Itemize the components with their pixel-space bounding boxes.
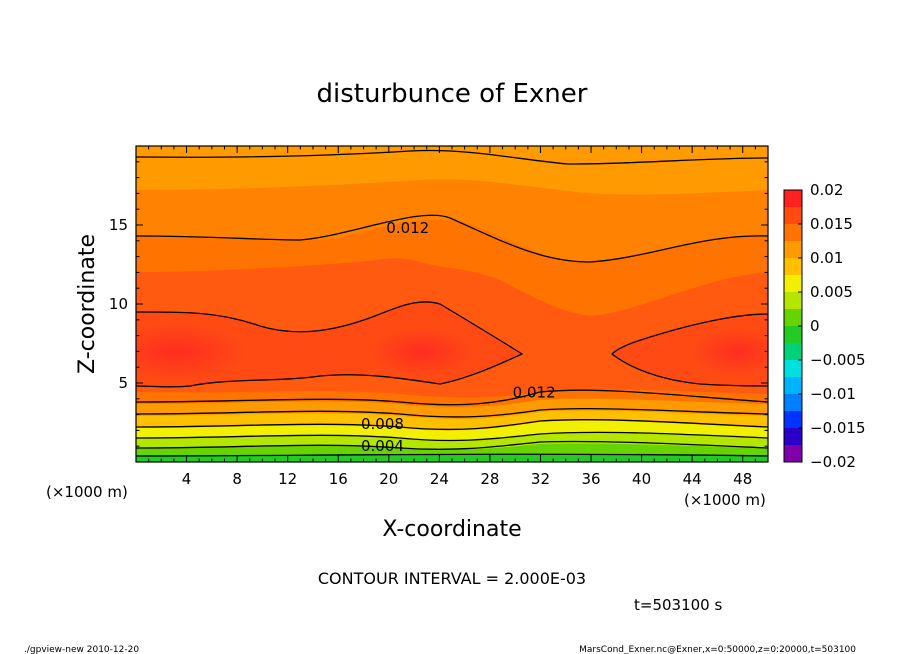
colorbar-swatch bbox=[784, 258, 802, 275]
contour-label: 0.012 bbox=[386, 219, 429, 237]
contour-label: 0.008 bbox=[361, 415, 404, 433]
colorbar-swatch bbox=[784, 394, 802, 411]
contour-line-0004 bbox=[136, 440, 768, 450]
contour-label: 0.004 bbox=[361, 437, 404, 455]
x-tick-label: 4 bbox=[182, 470, 192, 488]
colorbar-tick-label: 0.015 bbox=[810, 215, 853, 233]
time-label: t=503100 s bbox=[634, 596, 722, 614]
x-tick-label: 12 bbox=[278, 470, 297, 488]
contour-labels: 0.012 0.012 0.008 0.004 bbox=[361, 219, 556, 455]
colorbar-swatch bbox=[784, 411, 802, 428]
core-center bbox=[370, 328, 474, 376]
colorbar: 0.02 0.015 0.01 0.005 0 −0.005 −0.01 −0.015 −0.0… bbox=[783, 181, 866, 471]
colorbar-tick-label: −0.015 bbox=[810, 419, 866, 437]
x-tick-label: 32 bbox=[531, 470, 550, 488]
colorbar-tick-label: 0 bbox=[810, 317, 820, 335]
plot-area bbox=[136, 146, 768, 462]
colorbar-swatch bbox=[784, 224, 802, 241]
y-tick-label: 10 bbox=[109, 295, 128, 313]
x-tick-label: 16 bbox=[329, 470, 348, 488]
y-tick-label: 5 bbox=[118, 374, 128, 392]
contour-line-0006 bbox=[136, 431, 768, 442]
colorbar-swatch bbox=[784, 377, 802, 394]
x-tick-label: 40 bbox=[632, 470, 651, 488]
y-axis-label: Z-coordinate bbox=[75, 234, 100, 374]
x-tick-label: 28 bbox=[480, 470, 499, 488]
colorbar-swatch bbox=[784, 190, 802, 207]
colorbar-tick-label: −0.005 bbox=[810, 351, 866, 369]
contour-interval-label: CONTOUR INTERVAL = 2.000E-03 bbox=[318, 569, 586, 588]
x-unit-label-left: (×1000 m) bbox=[46, 483, 128, 501]
contour-line-0014-left bbox=[136, 301, 524, 388]
core-right bbox=[692, 328, 768, 376]
colorbar-tick-label: 0.02 bbox=[810, 181, 843, 199]
colorbar-swatch bbox=[784, 309, 802, 326]
colorbar-tick-label: −0.01 bbox=[810, 385, 856, 403]
contour-line-0008 bbox=[136, 419, 768, 431]
colorbar-swatch bbox=[784, 275, 802, 292]
x-axis: 4 8 12 16 20 24 28 32 36 40 44 48 bbox=[148, 146, 756, 488]
x-tick-label: 24 bbox=[430, 470, 449, 488]
colorbar-tick-label: −0.02 bbox=[810, 453, 856, 471]
colorbar-tick-label: 0.005 bbox=[810, 283, 853, 301]
x-tick-label: 8 bbox=[232, 470, 242, 488]
contour-line-0012-upper bbox=[136, 214, 768, 263]
y-tick-label: 15 bbox=[109, 216, 128, 234]
x-tick-label: 20 bbox=[379, 470, 398, 488]
x-tick-label: 48 bbox=[733, 470, 752, 488]
x-unit-label-right: (×1000 m) bbox=[684, 491, 766, 509]
colorbar-swatch bbox=[784, 292, 802, 309]
contour-line-0012-lower bbox=[136, 389, 768, 406]
colorbar-swatch bbox=[784, 360, 802, 377]
colorbar-swatch bbox=[784, 207, 802, 224]
footer-right: MarsCond_Exner.nc@Exner,x=0:50000,z=0:20… bbox=[579, 645, 856, 654]
band-bottom bbox=[136, 454, 768, 462]
core-left bbox=[136, 324, 246, 380]
x-tick-label: 36 bbox=[581, 470, 600, 488]
colorbar-swatch bbox=[784, 428, 802, 445]
colorbar-swatch bbox=[784, 445, 802, 462]
contour-line-0002 bbox=[136, 453, 768, 457]
contour-line-0010 bbox=[136, 408, 768, 418]
colorbar-swatch bbox=[784, 241, 802, 258]
contour-lines bbox=[136, 149, 768, 457]
contour-label: 0.012 bbox=[513, 383, 556, 401]
contour-line-0014-right bbox=[611, 313, 768, 387]
x-axis-label: X-coordinate bbox=[382, 517, 521, 542]
footer-left: ./gpview-new 2010-12-20 bbox=[24, 645, 139, 654]
contour-line-upper bbox=[136, 149, 768, 165]
x-tick-label: 44 bbox=[683, 470, 702, 488]
colorbar-tick-label: 0.01 bbox=[810, 249, 843, 267]
colorbar-swatch bbox=[784, 326, 802, 343]
y-axis: 5 10 15 bbox=[109, 161, 768, 447]
colorbar-swatch bbox=[784, 343, 802, 360]
chart-title: disturbunce of Exner bbox=[317, 79, 588, 109]
